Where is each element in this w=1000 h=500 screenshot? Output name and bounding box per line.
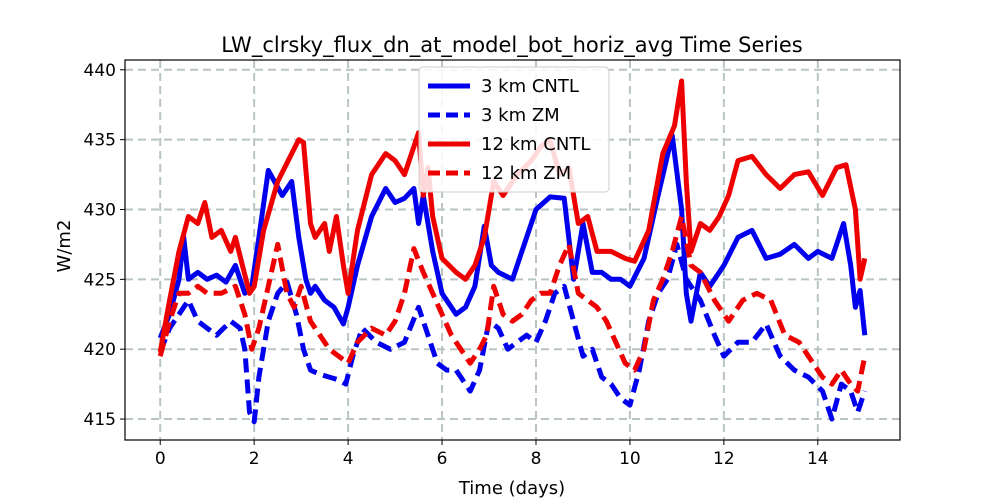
x-tick-label: 10 <box>619 449 641 469</box>
series-layer <box>157 78 868 425</box>
x-tick-label: 2 <box>249 449 260 469</box>
series-line-3-km-zm <box>157 241 868 425</box>
legend-label: 12 km ZM <box>481 163 571 184</box>
x-tick-label: 8 <box>531 449 542 469</box>
y-tick-label: 420 <box>84 340 116 360</box>
legend-label: 3 km CNTL <box>481 76 579 97</box>
axes-frame <box>124 59 901 441</box>
legend: 3 km CNTL 3 km ZM 12 km CNTL 12 km ZM <box>418 66 610 193</box>
y-tick-label: 415 <box>84 410 116 430</box>
y-tick-label: 430 <box>84 200 116 220</box>
legend-label: 3 km ZM <box>481 105 560 126</box>
y-tick-label: 435 <box>84 131 116 151</box>
x-tick-label: 12 <box>713 449 735 469</box>
x-tick-label: 4 <box>343 449 354 469</box>
x-tick-label: 6 <box>437 449 448 469</box>
series-line-12-km-zm <box>157 214 868 394</box>
y-axis-label: W/m2 <box>54 220 75 273</box>
y-tick-label: 425 <box>84 270 116 290</box>
legend-label: 12 km CNTL <box>481 134 590 155</box>
chart-title: LW_clrsky_flux_dn_at_model_bot_horiz_avg… <box>221 33 802 58</box>
y-tick-label: 440 <box>84 61 116 81</box>
legend-box <box>418 66 610 193</box>
x-axis-label: Time (days) <box>458 478 565 499</box>
x-tick-label: 0 <box>155 449 166 469</box>
series-line-12-km-cntl <box>157 78 868 353</box>
axes: 0 2 4 6 8 10 12 14 415 420 425 430 435 440 <box>84 59 901 469</box>
x-tick-label: 14 <box>807 449 829 469</box>
